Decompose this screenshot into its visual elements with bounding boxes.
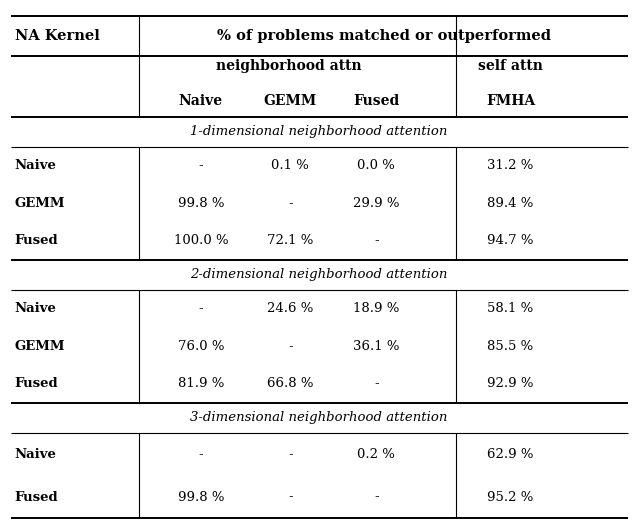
Text: 24.6 %: 24.6 % — [267, 302, 313, 315]
Text: -: - — [198, 159, 204, 172]
Text: Naive: Naive — [15, 159, 57, 172]
Text: 0.1 %: 0.1 % — [271, 159, 309, 172]
Text: 0.0 %: 0.0 % — [357, 159, 396, 172]
Text: FMHA: FMHA — [486, 94, 535, 108]
Text: 58.1 %: 58.1 % — [487, 302, 533, 315]
Text: 36.1 %: 36.1 % — [353, 340, 399, 353]
Text: 0.2 %: 0.2 % — [357, 448, 396, 461]
Text: -: - — [288, 448, 293, 461]
Text: 99.8 %: 99.8 % — [178, 490, 224, 503]
Text: GEMM: GEMM — [263, 94, 317, 108]
Text: Fused: Fused — [15, 234, 58, 248]
Text: 29.9 %: 29.9 % — [353, 197, 399, 210]
Text: -: - — [374, 377, 379, 391]
Text: Fused: Fused — [15, 490, 58, 503]
Text: NA Kernel: NA Kernel — [15, 29, 100, 43]
Text: GEMM: GEMM — [15, 340, 65, 353]
Text: 18.9 %: 18.9 % — [353, 302, 399, 315]
Text: Naive: Naive — [179, 94, 223, 108]
Text: 85.5 %: 85.5 % — [487, 340, 533, 353]
Text: 81.9 %: 81.9 % — [178, 377, 224, 391]
Text: 1-dimensional neighborhood attention: 1-dimensional neighborhood attention — [190, 125, 448, 138]
Text: 31.2 %: 31.2 % — [487, 159, 533, 172]
Text: Naive: Naive — [15, 302, 57, 315]
Text: % of problems matched or outperformed: % of problems matched or outperformed — [217, 29, 551, 43]
Text: 72.1 %: 72.1 % — [267, 234, 313, 248]
Text: -: - — [288, 340, 293, 353]
Text: 66.8 %: 66.8 % — [267, 377, 313, 391]
Text: 94.7 %: 94.7 % — [487, 234, 533, 248]
Text: -: - — [288, 197, 293, 210]
Text: -: - — [374, 490, 379, 503]
Text: Naive: Naive — [15, 448, 57, 461]
Text: 3-dimensional neighborhood attention: 3-dimensional neighborhood attention — [190, 411, 448, 425]
Text: Fused: Fused — [15, 377, 58, 391]
Text: GEMM: GEMM — [15, 197, 65, 210]
Text: 92.9 %: 92.9 % — [487, 377, 533, 391]
Text: Fused: Fused — [353, 94, 399, 108]
Text: -: - — [198, 448, 204, 461]
Text: -: - — [374, 234, 379, 248]
Text: 100.0 %: 100.0 % — [174, 234, 228, 248]
Text: self attn: self attn — [478, 59, 543, 73]
Text: -: - — [198, 302, 204, 315]
Text: 95.2 %: 95.2 % — [487, 490, 533, 503]
Text: 89.4 %: 89.4 % — [487, 197, 533, 210]
Text: -: - — [288, 490, 293, 503]
Text: 62.9 %: 62.9 % — [487, 448, 533, 461]
Text: 99.8 %: 99.8 % — [178, 197, 224, 210]
Text: 76.0 %: 76.0 % — [178, 340, 224, 353]
Text: 2-dimensional neighborhood attention: 2-dimensional neighborhood attention — [190, 268, 448, 281]
Text: neighborhood attn: neighborhood attn — [216, 59, 362, 73]
